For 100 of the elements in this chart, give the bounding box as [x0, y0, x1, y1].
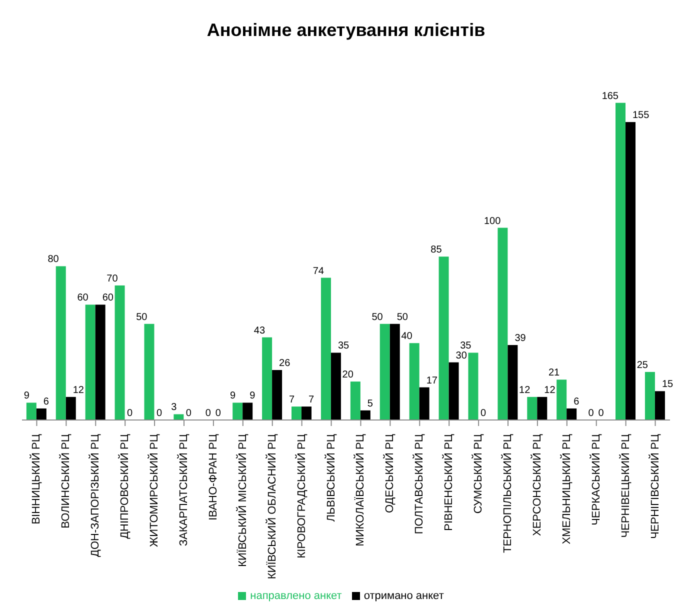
x-tick-label: КИЇВСЬКИЙ ОБЛАСНИЙ РЦ — [265, 434, 278, 580]
bar — [537, 396, 548, 420]
bar — [626, 122, 636, 420]
x-tick-label: ВІННИЦЬКИЙ РЦ — [30, 434, 43, 524]
data-label: 50 — [136, 312, 148, 323]
data-label: 7 — [288, 394, 295, 406]
x-tick-label: ОДЕСЬКИЙ РЦ — [383, 434, 396, 514]
bar — [302, 406, 312, 420]
data-label: 43 — [254, 325, 266, 336]
legend-label: отримано анкет — [364, 590, 444, 602]
data-label: 3 — [171, 402, 178, 414]
bar — [66, 396, 76, 420]
x-tick-label: ДНІПРОВСЬКИЙ РЦ — [118, 434, 132, 539]
data-label: 20 — [342, 370, 354, 381]
x-tick-label: РІВНЕНСЬКИЙ РЦ — [442, 434, 456, 531]
bar — [654, 391, 665, 420]
bar — [566, 408, 577, 420]
data-label: 6 — [43, 396, 50, 408]
data-label: 9 — [24, 390, 30, 402]
x-tick-label: ПОЛТАВСЬКИЙ РЦ — [412, 434, 426, 534]
data-label: 165 — [602, 90, 619, 102]
x-tick-label: ЗАКАРПАТСЬКИЙ РЦ — [177, 434, 190, 546]
data-label: 15 — [662, 379, 674, 390]
bar — [438, 256, 449, 420]
data-label: 60 — [77, 292, 89, 304]
bar — [144, 324, 154, 420]
x-tick-label: ХМЕЛЬНИЦЬКИЙ РЦ — [560, 434, 573, 544]
bar — [644, 372, 655, 420]
data-label: 26 — [279, 358, 291, 370]
x-tick-label: ДОН-ЗАПОРІЗЬКИЙ РЦ — [88, 434, 102, 557]
x-tick-label: ЛЬВІВСЬКИЙ РЦ — [324, 434, 338, 522]
x-tick-label: ЧЕРНІВЕЦЬКИЙ РЦ — [618, 434, 632, 538]
bar — [498, 228, 508, 420]
bar — [419, 387, 430, 420]
data-label: 0 — [156, 408, 162, 419]
data-label: 100 — [484, 216, 502, 227]
bar — [448, 362, 459, 420]
bar — [556, 380, 567, 420]
bar — [95, 304, 106, 420]
x-tick-label: ІВАНО-ФРАН РЦ — [207, 434, 220, 520]
data-label: 155 — [632, 110, 650, 122]
x-tick-label: МИКОЛАЇВСЬКИЙ РЦ — [354, 434, 367, 546]
data-label: 80 — [48, 254, 60, 266]
data-label: 40 — [401, 331, 413, 342]
data-label: 0 — [215, 408, 222, 419]
bar — [320, 278, 331, 420]
data-label: 21 — [548, 368, 560, 379]
data-label: 50 — [372, 312, 384, 323]
bar — [292, 406, 302, 420]
bar — [380, 324, 390, 420]
x-tick-label: ЧЕРКАСЬКИЙ РЦ — [589, 434, 602, 526]
data-label: 0 — [480, 408, 486, 419]
bar — [262, 337, 272, 420]
data-label: 35 — [338, 340, 350, 352]
x-tick-label: ЧЕРНІГІВСЬКИЙ РЦ — [648, 434, 662, 539]
data-label: 6 — [574, 396, 580, 408]
bar — [36, 408, 46, 420]
data-label: 30 — [456, 350, 468, 362]
data-label: 85 — [430, 244, 442, 256]
data-label: 12 — [519, 384, 531, 396]
data-label: 25 — [636, 360, 648, 371]
bar — [616, 102, 626, 420]
data-label: 74 — [312, 266, 324, 277]
x-tick-label: КИЇВСЬКИЙ МІСЬКИЙ РЦ — [236, 434, 249, 567]
data-label: 9 — [250, 390, 256, 402]
bar — [350, 382, 360, 420]
data-label: 50 — [396, 312, 408, 323]
bar — [360, 410, 370, 420]
bar — [468, 352, 478, 420]
data-label: 0 — [598, 408, 604, 419]
x-tick-label: СУМСЬКИЙ РЦ — [472, 434, 485, 514]
data-label: 0 — [588, 408, 594, 419]
data-label: 5 — [367, 398, 374, 410]
legend-label: направлено анкет — [250, 590, 342, 602]
data-label: 12 — [544, 384, 556, 396]
bar — [114, 285, 125, 420]
bar — [330, 352, 341, 420]
bar — [242, 402, 253, 420]
x-tick-label: ВОЛИНСЬКИЙ РЦ — [59, 434, 72, 528]
data-label: 39 — [514, 333, 526, 344]
x-tick-label: КІРОВОГРАДСЬКИЙ РЦ — [294, 434, 308, 558]
bar — [272, 370, 282, 420]
data-label: 60 — [102, 292, 114, 304]
bar — [232, 402, 243, 420]
data-label: 70 — [106, 273, 118, 284]
data-label: 0 — [127, 408, 133, 419]
x-tick-label: ЖИТОМИРСЬКИЙ РЦ — [148, 434, 161, 548]
data-label: 12 — [72, 384, 84, 396]
data-label: 35 — [460, 340, 472, 352]
bar — [390, 324, 400, 420]
bar — [56, 266, 66, 420]
bar — [409, 343, 420, 420]
data-label: 0 — [205, 408, 212, 419]
chart-title: Анонімне анкетування клієнтів — [206, 19, 486, 42]
x-tick-label: ХЕРСОНСЬКИЙ РЦ — [530, 434, 544, 536]
data-label: 9 — [230, 390, 236, 402]
bar — [508, 345, 518, 420]
data-label: 0 — [186, 408, 192, 419]
bar — [174, 414, 184, 420]
x-tick-label: ТЕРНОПІЛЬСЬКИЙ РЦ — [501, 434, 514, 553]
